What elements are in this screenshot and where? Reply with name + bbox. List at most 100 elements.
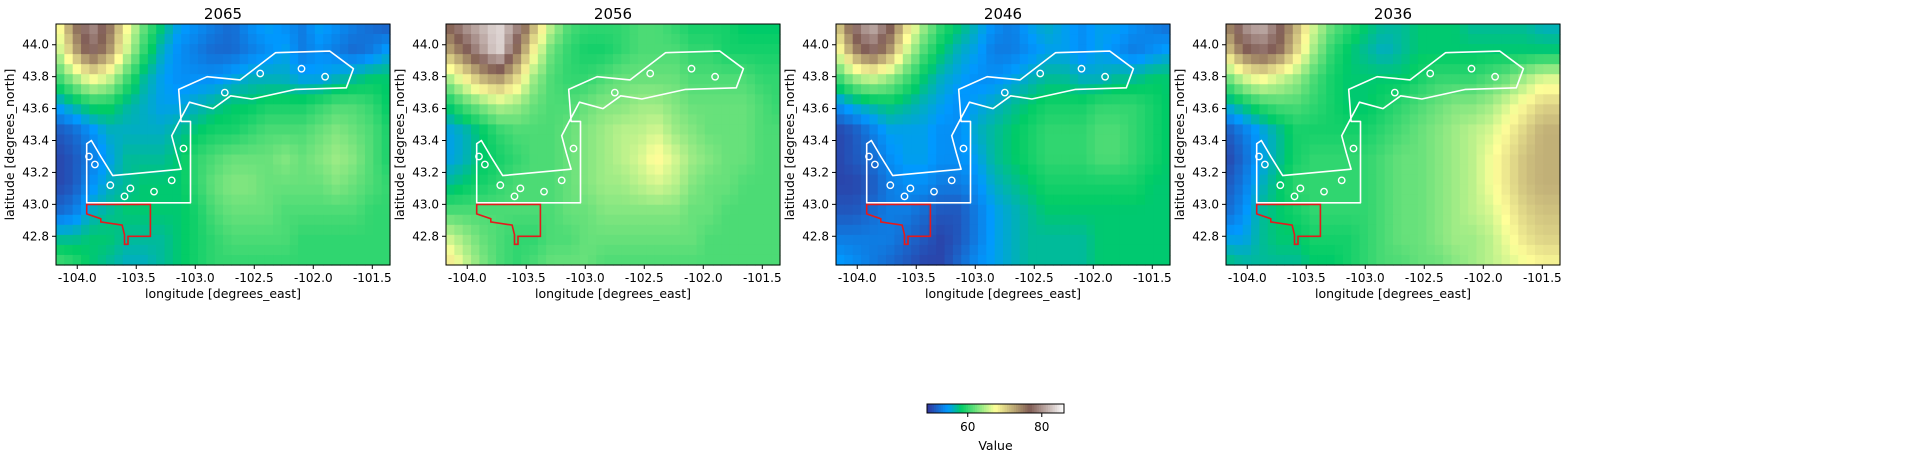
heatmap-cell	[721, 134, 731, 146]
heatmap-cell	[1153, 224, 1163, 236]
heatmap-cell	[529, 84, 539, 95]
heatmap-cell	[512, 114, 522, 126]
heatmap-cell	[256, 224, 266, 236]
heatmap-cell	[1309, 254, 1319, 266]
heatmap-cell	[886, 154, 896, 166]
heatmap-cell	[877, 194, 887, 206]
heatmap-cell	[1028, 24, 1037, 35]
heatmap-cell	[281, 84, 291, 95]
heatmap-cell	[1284, 34, 1294, 45]
heatmap-cell	[206, 104, 216, 115]
heatmap-cell	[911, 154, 921, 166]
heatmap-cell	[1401, 54, 1411, 65]
heatmap-cell	[462, 74, 472, 85]
colorbar-label: Value	[978, 438, 1013, 453]
heatmap-cell	[1376, 34, 1386, 45]
heatmap-cell	[496, 234, 506, 246]
heatmap-cell	[1234, 184, 1244, 196]
heatmap-cell	[1111, 244, 1121, 256]
heatmap-cell	[596, 94, 606, 105]
heatmap-cell	[1011, 64, 1021, 75]
heatmap-cell	[1476, 214, 1486, 226]
heatmap-cell	[1028, 184, 1037, 196]
heatmap-cell	[248, 214, 257, 226]
heatmap-cell	[1551, 124, 1561, 136]
heatmap-cell	[356, 94, 366, 105]
heatmap-cell	[298, 184, 308, 196]
heatmap-cell	[381, 144, 391, 156]
heatmap-cell	[1144, 214, 1154, 226]
heatmap-cell	[579, 104, 589, 115]
heatmap-cell	[1459, 154, 1469, 166]
heatmap-cell	[1028, 244, 1037, 256]
heatmap-cell	[713, 254, 723, 266]
heatmap-cell	[223, 84, 232, 95]
heatmap-cell	[1393, 114, 1402, 126]
heatmap-cell	[1351, 124, 1361, 136]
heatmap-cell	[1234, 164, 1244, 176]
heatmap-cell	[364, 184, 374, 196]
white-outline-fragment	[646, 69, 655, 78]
heatmap-cell	[844, 104, 854, 115]
heatmap-cell	[248, 24, 257, 35]
heatmap-cell	[1518, 214, 1528, 226]
heatmap-cell	[654, 114, 664, 126]
heatmap-cell	[944, 34, 954, 45]
heatmap-cell	[919, 164, 929, 176]
heatmap-cell	[629, 44, 639, 55]
heatmap-cell	[189, 74, 199, 85]
heatmap-cell	[446, 104, 455, 115]
heatmap-cell	[81, 114, 90, 126]
heatmap-cell	[763, 204, 773, 216]
heatmap-cell	[197, 94, 207, 105]
heatmap-cell	[1242, 244, 1252, 256]
heatmap-cell	[89, 64, 99, 75]
heatmap-cell	[1317, 144, 1327, 156]
heatmap-cell	[952, 214, 962, 226]
heatmap-cell	[496, 214, 506, 226]
heatmap-cell	[1309, 164, 1319, 176]
heatmap-cell	[1443, 254, 1453, 266]
heatmap-cell	[1409, 54, 1419, 65]
heatmap-cell	[836, 84, 845, 95]
heatmap-cell	[206, 64, 216, 75]
heatmap-cell	[1144, 154, 1154, 166]
heatmap-cell	[1326, 104, 1336, 115]
heatmap-cell	[114, 84, 124, 95]
heatmap-cell	[487, 94, 497, 105]
heatmap-cell	[844, 34, 854, 45]
heatmap-cell	[587, 104, 597, 115]
heatmap-cell	[861, 164, 870, 176]
heatmap-cell	[713, 124, 723, 136]
heatmap-cell	[679, 234, 689, 246]
heatmap-cell	[1509, 114, 1519, 126]
heatmap-cell	[529, 254, 539, 266]
heatmap-cell	[729, 174, 739, 186]
heatmap-cell	[1501, 194, 1511, 206]
heatmap-cell	[72, 134, 82, 146]
heatmap-cell	[977, 254, 987, 266]
heatmap-cell	[1259, 244, 1269, 256]
heatmap-cell	[364, 64, 374, 75]
heatmap-cell	[256, 74, 266, 85]
heatmap-cell	[496, 204, 506, 216]
heatmap-cell	[289, 44, 299, 55]
heatmap-cell	[738, 214, 748, 226]
heatmap-cell	[131, 74, 141, 85]
heatmap-cell	[1418, 134, 1427, 146]
x-tick-label: -104.0	[838, 271, 877, 285]
heatmap-cell	[356, 184, 366, 196]
x-tick-label: -102.0	[1074, 271, 1113, 285]
heatmap-cell	[1276, 244, 1286, 256]
heatmap-cell	[298, 104, 308, 115]
heatmap-cell	[1284, 184, 1294, 196]
heatmap-cell	[961, 224, 971, 236]
heatmap-cell	[156, 204, 166, 216]
heatmap-cell	[1267, 144, 1277, 156]
heatmap-cell	[1459, 204, 1469, 216]
panel-title: 2036	[1374, 5, 1412, 23]
heatmap-cell	[1376, 114, 1386, 126]
colorbar-segment	[972, 404, 976, 413]
heatmap-cell	[479, 124, 489, 136]
heatmap-cell	[679, 164, 689, 176]
